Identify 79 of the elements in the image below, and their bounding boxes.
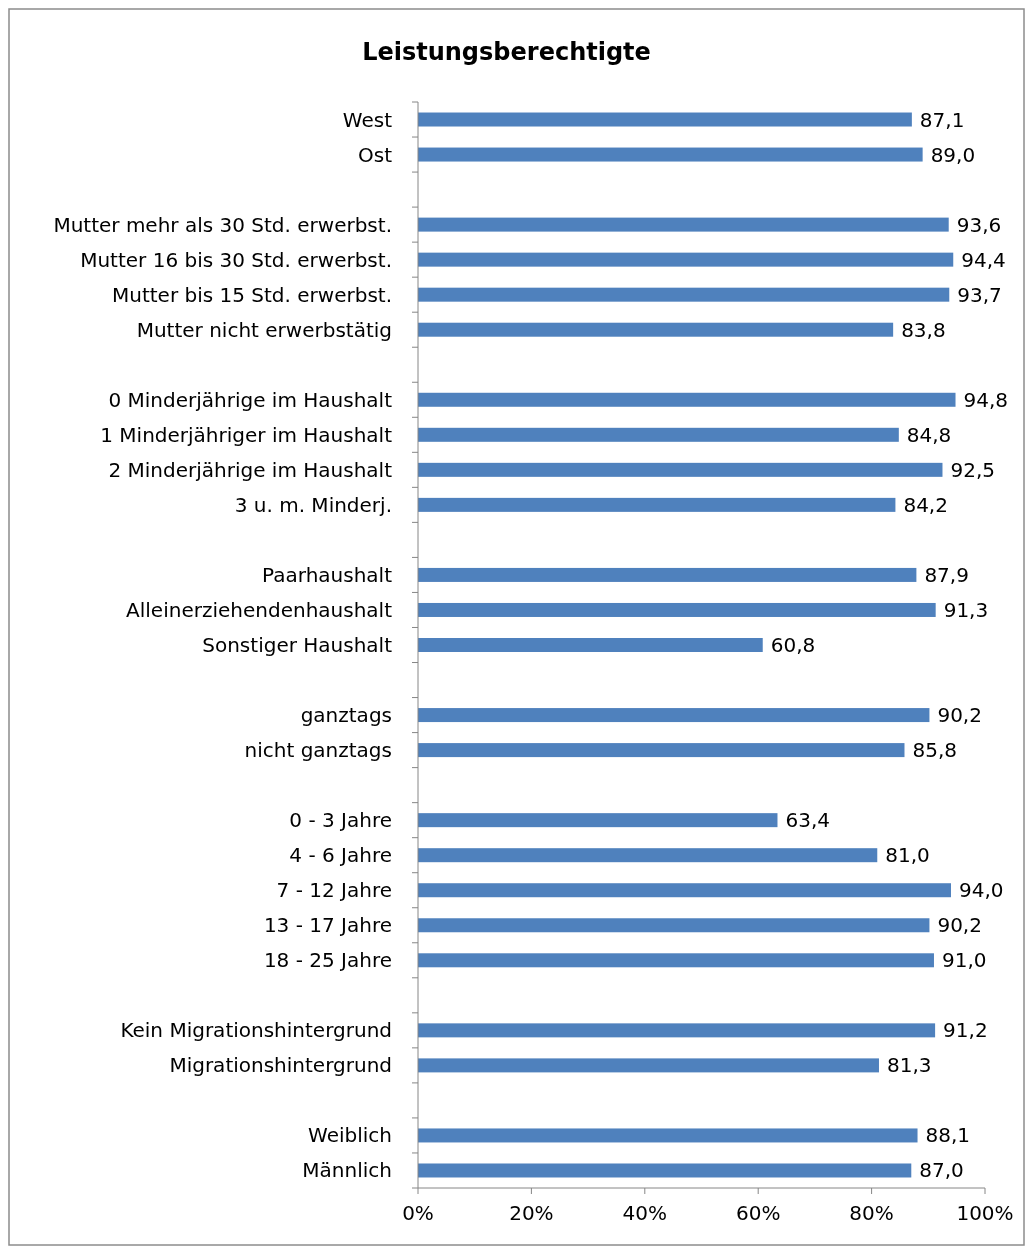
y-tick-label: Kein Migrationshintergrund: [120, 1018, 392, 1043]
data-label: 84,2: [903, 492, 948, 517]
x-tick-label: 60%: [735, 1201, 781, 1225]
chart-title: Leistungsberechtigte: [362, 38, 651, 66]
x-tick-label: 0%: [402, 1201, 434, 1225]
data-label: 85,8: [912, 738, 958, 763]
data-label: 84,8: [906, 422, 952, 447]
y-tick-label: Mutter nicht erwerbstätig: [136, 317, 392, 342]
bar: [418, 1163, 912, 1178]
y-tick-label: Sonstiger Haushalt: [202, 633, 393, 657]
bar: [418, 112, 912, 127]
bar: [418, 1058, 879, 1073]
data-label: 89,0: [930, 142, 976, 167]
bar: [418, 1023, 936, 1038]
y-tick-label: Mutter 16 bis 30 Std. erwerbst.: [80, 247, 392, 272]
data-label: 92,5: [950, 457, 996, 482]
data-label: 90,2: [937, 913, 982, 938]
bar: [418, 147, 923, 162]
y-tick-label: Alleinerziehendenhaushalt: [126, 597, 393, 622]
bar: [418, 743, 905, 758]
bar: [418, 708, 930, 723]
y-tick-label: Weiblich: [308, 1123, 392, 1148]
bar: [418, 1128, 918, 1143]
y-tick-label: Männlich: [302, 1158, 392, 1183]
x-tick-label: 40%: [622, 1201, 668, 1225]
data-label: 93,6: [956, 212, 1002, 237]
bar: [418, 883, 951, 898]
x-tick-label: 80%: [849, 1201, 894, 1225]
data-label: 87,9: [924, 562, 969, 587]
data-label: 91,0: [941, 948, 987, 973]
bar: [418, 567, 917, 582]
data-label: 83,8: [901, 317, 946, 342]
data-label: 60,8: [770, 633, 816, 657]
data-label: 91,2: [943, 1018, 988, 1043]
y-tick-label: 2 Minderjährige im Haushalt: [108, 457, 393, 482]
bar: [418, 953, 934, 968]
bar: [418, 217, 949, 232]
data-label: 94,8: [963, 387, 1009, 412]
y-tick-label: West: [342, 107, 393, 132]
bar: [418, 427, 899, 442]
y-tick-label: 0 Minderjährige im Haushalt: [108, 387, 393, 412]
y-tick-label: Ost: [357, 142, 393, 167]
bar: [418, 813, 778, 828]
y-tick-label: ganztags: [300, 703, 392, 728]
data-label: 87,0: [919, 1158, 964, 1183]
bar: [418, 918, 930, 933]
y-tick-label: 1 Minderjähriger im Haushalt: [100, 422, 393, 447]
bar: [418, 252, 954, 267]
bar: [418, 287, 950, 302]
y-tick-label: Mutter mehr als 30 Std. erwerbst.: [53, 212, 392, 237]
data-label: 91,3: [943, 597, 989, 622]
y-tick-label: Mutter bis 15 Std. erwerbst.: [111, 282, 392, 307]
y-tick-label: 0 - 3 Jahre: [289, 808, 392, 833]
y-tick-label: nicht ganztags: [244, 738, 392, 763]
data-label: 90,2: [937, 703, 982, 728]
bar: [418, 638, 763, 652]
data-label: 94,4: [961, 247, 1006, 272]
y-tick-label: Paarhaushalt: [262, 562, 393, 587]
data-label: 63,4: [785, 808, 831, 833]
y-tick-label: 18 - 25 Jahre: [263, 948, 392, 973]
bar: [418, 848, 878, 863]
bar: [418, 322, 894, 337]
y-tick-label: 3 u. m. Minderj.: [234, 492, 392, 517]
data-label: 94,0: [958, 878, 1004, 903]
y-tick-label: 4 - 6 Jahre: [289, 843, 392, 868]
data-label: 93,7: [957, 282, 1002, 307]
bar: [418, 602, 936, 617]
data-label: 88,1: [925, 1123, 971, 1148]
y-tick-label: Migrationshintergrund: [169, 1053, 392, 1078]
bar: [418, 497, 896, 512]
x-tick-label: 100%: [956, 1201, 1014, 1225]
data-label: 87,1: [919, 107, 965, 132]
data-label: 81,0: [885, 843, 930, 868]
y-tick-label: 13 - 17 Jahre: [263, 913, 392, 938]
y-tick-label: 7 - 12 Jahre: [276, 878, 392, 903]
bar: [418, 462, 943, 477]
data-label: 81,3: [886, 1053, 932, 1078]
bar: [418, 392, 956, 407]
x-tick-label: 20%: [509, 1201, 554, 1225]
